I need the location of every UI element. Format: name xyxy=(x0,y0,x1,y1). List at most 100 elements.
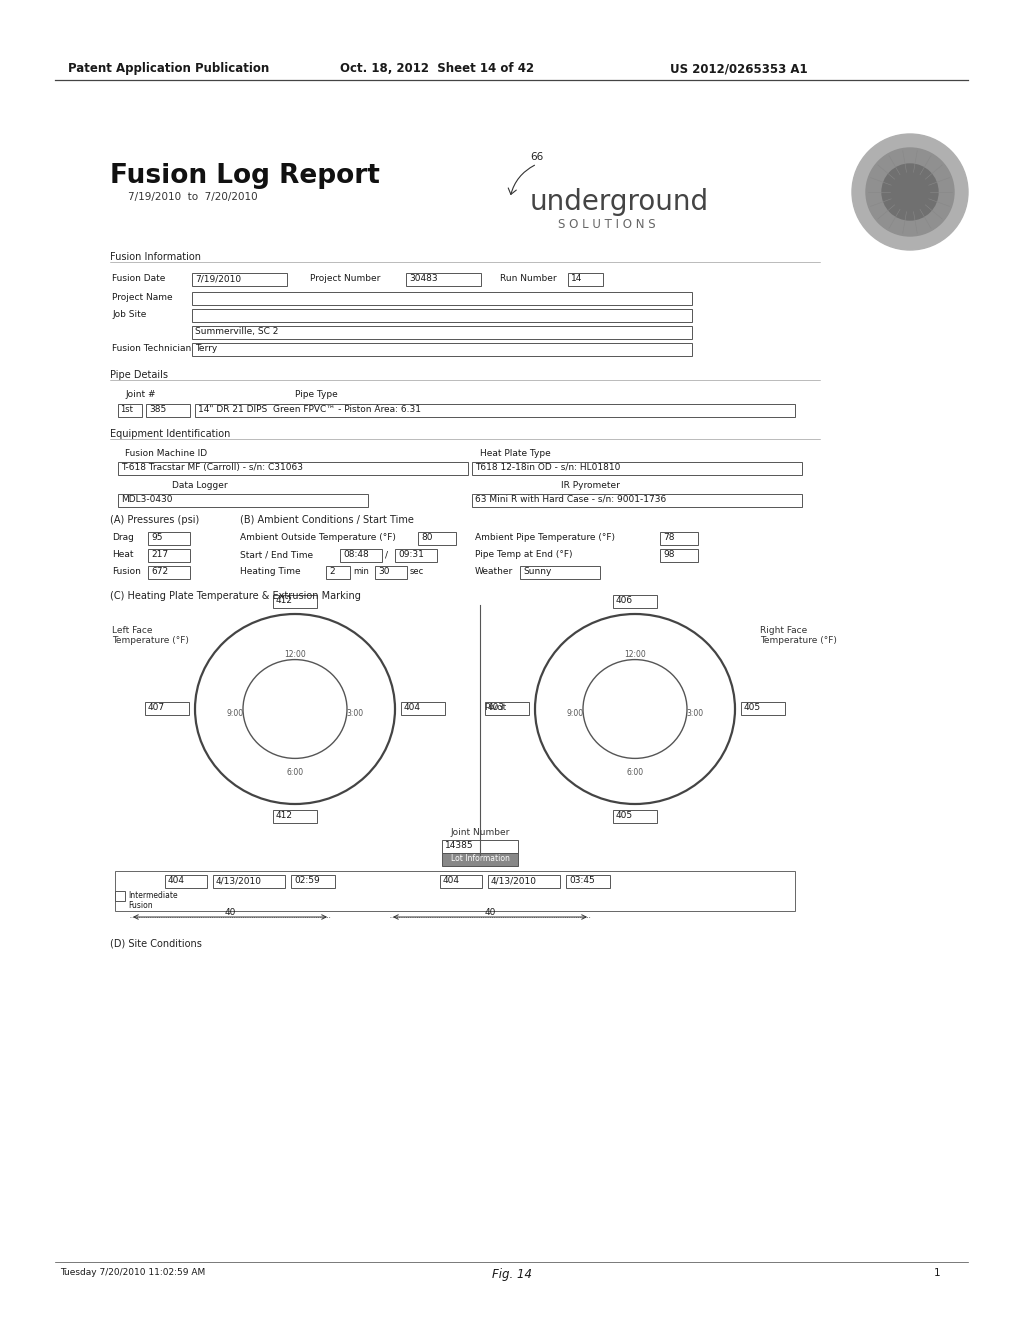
Bar xyxy=(741,702,785,715)
Text: 40: 40 xyxy=(224,908,236,917)
Circle shape xyxy=(852,135,968,249)
Text: Right Face
Temperature (°F): Right Face Temperature (°F) xyxy=(760,626,837,645)
Text: 4/13/2010: 4/13/2010 xyxy=(490,876,537,884)
Text: 412: 412 xyxy=(276,597,293,605)
Text: US 2012/0265353 A1: US 2012/0265353 A1 xyxy=(670,62,808,75)
Text: 80: 80 xyxy=(421,533,432,543)
Text: 1st: 1st xyxy=(120,405,133,414)
Text: 7/19/2010: 7/19/2010 xyxy=(195,275,241,282)
Bar xyxy=(326,566,350,579)
Text: 12:00: 12:00 xyxy=(284,651,306,659)
Text: 98: 98 xyxy=(663,550,675,558)
Text: Project Number: Project Number xyxy=(310,275,380,282)
Text: underground: underground xyxy=(530,187,710,216)
Text: Terry: Terry xyxy=(195,345,217,352)
Text: 404: 404 xyxy=(443,876,460,884)
Text: 78: 78 xyxy=(663,533,675,543)
Bar xyxy=(418,532,456,545)
Text: Fusion Information: Fusion Information xyxy=(110,252,201,261)
Text: 30: 30 xyxy=(378,568,389,576)
Bar xyxy=(148,549,190,562)
Text: 02:59: 02:59 xyxy=(294,876,319,884)
Text: Job Site: Job Site xyxy=(112,310,146,319)
Bar xyxy=(193,273,287,286)
Text: 9:00: 9:00 xyxy=(566,709,584,718)
Bar xyxy=(273,595,317,609)
Bar xyxy=(118,494,368,507)
Text: 1: 1 xyxy=(933,1269,940,1278)
Bar xyxy=(660,549,698,562)
Text: 412: 412 xyxy=(276,810,293,820)
Text: 03:45: 03:45 xyxy=(569,876,595,884)
Text: 9:00: 9:00 xyxy=(226,709,244,718)
Circle shape xyxy=(866,148,954,236)
Bar xyxy=(193,309,692,322)
Text: 3:00: 3:00 xyxy=(686,709,703,718)
Text: Sunny: Sunny xyxy=(523,568,551,576)
Text: 672: 672 xyxy=(151,568,168,576)
Text: (C) Heating Plate Temperature & Extrusion Marking: (C) Heating Plate Temperature & Extrusio… xyxy=(110,591,360,601)
Text: 14: 14 xyxy=(571,275,583,282)
Bar xyxy=(115,871,795,911)
Text: Fig. 14: Fig. 14 xyxy=(492,1269,532,1280)
Text: S O L U T I O N S: S O L U T I O N S xyxy=(558,218,655,231)
Bar xyxy=(193,343,692,356)
Text: min: min xyxy=(353,568,369,576)
Text: 404: 404 xyxy=(404,704,421,711)
Bar xyxy=(442,840,518,853)
Text: Drag: Drag xyxy=(112,533,134,543)
Text: 40: 40 xyxy=(484,908,496,917)
Bar xyxy=(193,326,692,339)
Bar xyxy=(488,875,560,888)
Text: Heat: Heat xyxy=(112,550,133,558)
Text: 66: 66 xyxy=(530,152,544,162)
Text: Fusion Machine ID: Fusion Machine ID xyxy=(125,449,207,458)
Bar xyxy=(165,875,207,888)
Text: T618 12-18in OD - s/n: HL01810: T618 12-18in OD - s/n: HL01810 xyxy=(475,463,621,473)
Text: 14385: 14385 xyxy=(445,841,474,850)
Text: Ambient Pipe Temperature (°F): Ambient Pipe Temperature (°F) xyxy=(475,533,615,543)
Bar xyxy=(195,404,795,417)
Bar xyxy=(273,810,317,822)
Text: 385: 385 xyxy=(150,405,166,414)
Bar xyxy=(118,404,142,417)
Text: 217: 217 xyxy=(151,550,168,558)
Bar xyxy=(442,853,518,866)
Bar xyxy=(193,292,692,305)
Text: Pivot: Pivot xyxy=(484,704,506,711)
Text: Heat Plate Type: Heat Plate Type xyxy=(480,449,551,458)
Text: Run Number: Run Number xyxy=(500,275,557,282)
Text: Lot Information: Lot Information xyxy=(451,854,509,863)
Text: Fusion Date: Fusion Date xyxy=(112,275,165,282)
Text: Weather: Weather xyxy=(475,568,513,576)
Text: /: / xyxy=(385,550,388,558)
Text: 4/13/2010: 4/13/2010 xyxy=(216,876,262,884)
Text: T-618 Tracstar MF (Carroll) - s/n: C31063: T-618 Tracstar MF (Carroll) - s/n: C3106… xyxy=(121,463,303,473)
Text: 405: 405 xyxy=(616,810,633,820)
Bar xyxy=(375,566,407,579)
Text: Ambient Outside Temperature (°F): Ambient Outside Temperature (°F) xyxy=(240,533,396,543)
Text: (B) Ambient Conditions / Start Time: (B) Ambient Conditions / Start Time xyxy=(240,515,414,525)
Text: 6:00: 6:00 xyxy=(287,768,303,777)
Text: 404: 404 xyxy=(168,876,185,884)
Bar xyxy=(145,702,189,715)
Text: 407: 407 xyxy=(148,704,165,711)
Text: Patent Application Publication: Patent Application Publication xyxy=(68,62,269,75)
Text: Joint #: Joint # xyxy=(125,389,156,399)
Text: Fusion Technician: Fusion Technician xyxy=(112,345,191,352)
Bar xyxy=(395,549,437,562)
Text: Pipe Type: Pipe Type xyxy=(295,389,338,399)
Text: 63 Mini R with Hard Case - s/n: 9001-1736: 63 Mini R with Hard Case - s/n: 9001-173… xyxy=(475,495,667,504)
Bar xyxy=(520,566,600,579)
Bar xyxy=(148,532,190,545)
Text: 30483: 30483 xyxy=(409,275,437,282)
Text: Heating Time: Heating Time xyxy=(240,568,301,576)
Text: 406: 406 xyxy=(616,597,633,605)
Text: 09:31: 09:31 xyxy=(398,550,424,558)
Text: Summerville, SC 2: Summerville, SC 2 xyxy=(195,327,279,337)
Bar xyxy=(115,891,125,902)
Text: sec: sec xyxy=(410,568,424,576)
Text: (A) Pressures (psi): (A) Pressures (psi) xyxy=(110,515,200,525)
Text: 14" DR 21 DIPS  Green FPVC™ - Piston Area: 6.31: 14" DR 21 DIPS Green FPVC™ - Piston Area… xyxy=(198,405,421,414)
Text: Fusion: Fusion xyxy=(112,568,141,576)
